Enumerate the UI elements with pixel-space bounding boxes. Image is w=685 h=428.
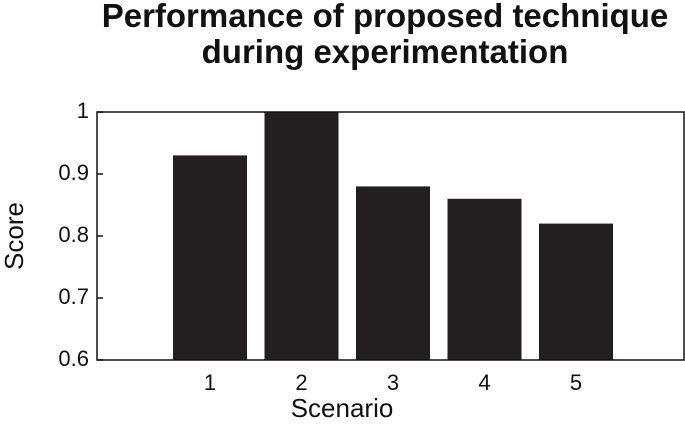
x-tick-label: 4 [478,370,490,395]
bar [264,112,339,360]
y-tick-label: 1 [77,98,89,123]
bar [356,186,430,360]
bar [173,155,247,360]
x-tick-label: 3 [387,370,399,395]
bar [447,198,522,360]
bar [539,223,613,360]
y-axis-label: Score [0,202,29,270]
y-tick-label: 0.9 [58,160,89,185]
x-tick-label: 5 [570,370,582,395]
x-axis-label: Scenario [291,393,394,423]
y-tick-label: 0.7 [58,284,89,309]
x-tick-label: 2 [295,370,307,395]
x-tick-label: 1 [204,370,216,395]
chart-title: Performance of proposed technique during… [101,0,669,70]
y-tick-label: 0.6 [58,346,89,371]
y-tick-label: 0.8 [58,222,89,247]
